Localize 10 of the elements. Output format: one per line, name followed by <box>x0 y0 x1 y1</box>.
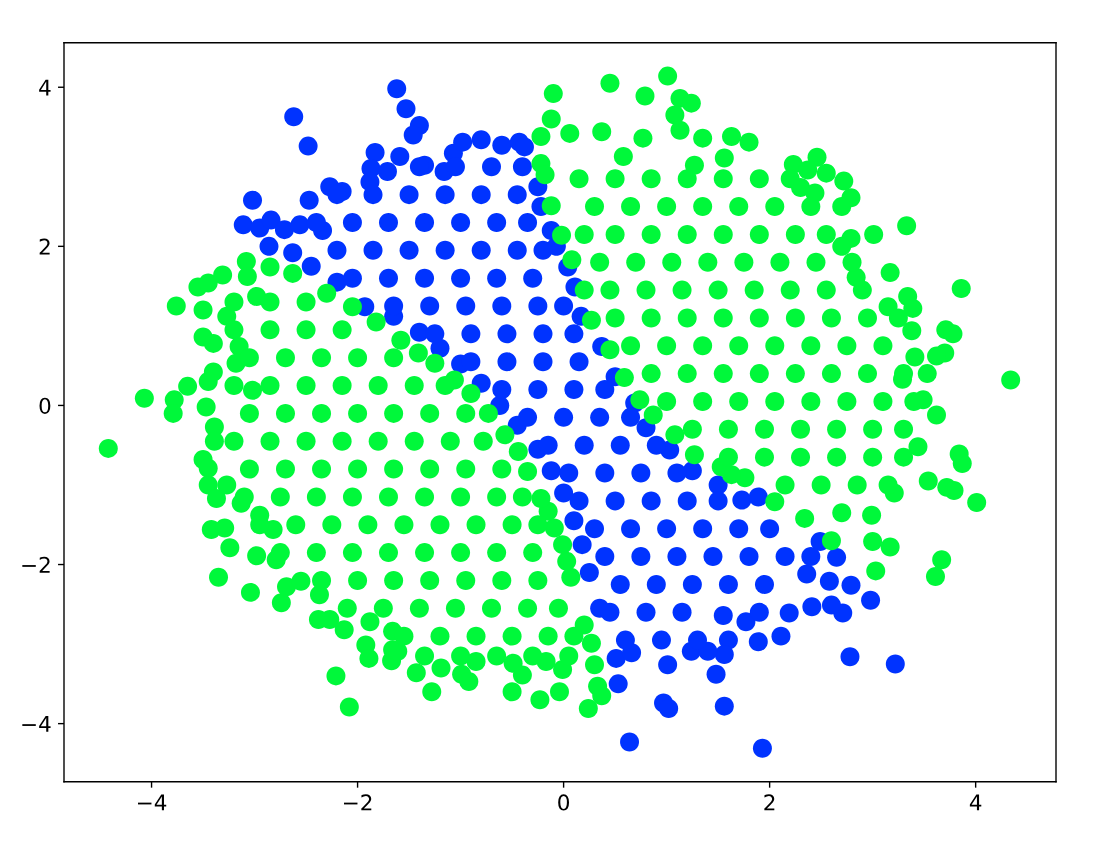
x-tick-label: −2 <box>343 794 372 811</box>
y-tick-label: 4 <box>39 79 51 96</box>
x-tick-label: −4 <box>137 794 167 811</box>
x-tick-label: 0 <box>558 794 570 811</box>
y-tick-label: −2 <box>22 556 50 573</box>
x-tick-label: 2 <box>764 794 775 811</box>
y-tick-label: −4 <box>22 716 51 732</box>
y-tick-label: 0 <box>39 397 51 414</box>
x-tick-label: 4 <box>969 794 982 811</box>
y-tick-label: 2 <box>39 238 50 255</box>
